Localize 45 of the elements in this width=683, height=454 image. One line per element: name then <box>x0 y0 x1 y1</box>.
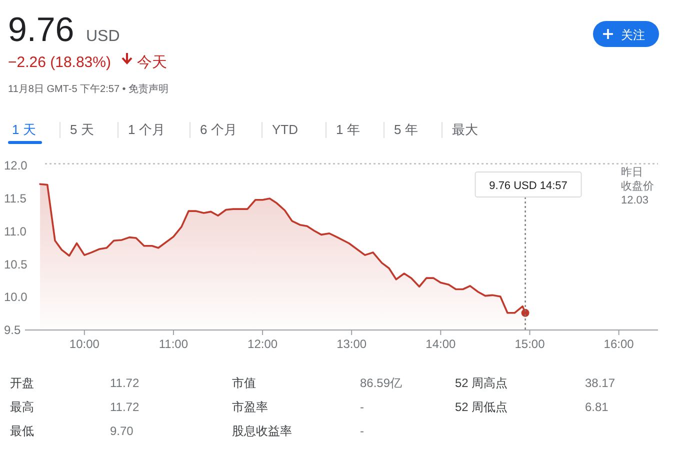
text: 开盘 <box>10 376 34 390</box>
text: 股息收益率 <box>232 424 292 438</box>
x-tick-label: 14:00 <box>426 337 456 351</box>
text: −2.26 (18.83%) <box>8 54 111 71</box>
text: 52 周高点 <box>455 376 508 390</box>
text: 今天 <box>137 54 167 71</box>
x-tick-label: 15:00 <box>514 337 546 351</box>
y-tick-label: 10.0 <box>4 290 28 304</box>
text: 关注 <box>621 28 645 42</box>
y-tick-label: 9.5 <box>4 323 22 337</box>
text: 86.59亿 <box>360 376 402 390</box>
annotation: 9.76 USD 14:57 <box>489 180 568 192</box>
text: 6.81 <box>585 400 609 414</box>
x-tick-label: 10:00 <box>69 337 100 351</box>
text: 1 天 <box>12 122 36 137</box>
text: 11.72 <box>110 376 140 390</box>
text: 最低 <box>10 424 34 438</box>
x-tick-label: 11:00 <box>158 337 188 351</box>
x-tick-label: 16:00 <box>604 337 634 351</box>
text: 1 年 <box>336 122 360 137</box>
text: 最高 <box>10 400 34 414</box>
text: 52 周低点 <box>455 400 508 414</box>
text: 6 个月 <box>200 122 237 137</box>
y-tick-label: 11.0 <box>4 224 27 238</box>
text: USD <box>86 28 120 45</box>
text: 最大 <box>452 122 478 137</box>
text: 5 天 <box>70 122 94 137</box>
text: - <box>360 400 364 414</box>
text: 9.70 <box>110 424 134 438</box>
y-tick-label: 10.5 <box>4 257 28 272</box>
text: - <box>360 424 364 438</box>
text: 11月8日 GMT-5 下午2:57 • 免责声明 <box>8 83 169 95</box>
y-tick-label: 12.0 <box>4 158 28 173</box>
text: 市盈率 <box>232 400 268 414</box>
ref-line-label: 昨日收盘价 12.03 <box>621 166 654 207</box>
text: 5 年 <box>394 122 418 137</box>
x-tick-label: 13:00 <box>336 337 367 351</box>
text: 市值 <box>232 376 256 390</box>
text: 9.76 <box>8 11 74 49</box>
text: YTD <box>272 122 298 137</box>
text: 38.17 <box>585 376 616 390</box>
text: 11.72 <box>110 400 140 414</box>
y-tick-label: 11.5 <box>4 192 27 206</box>
x-tick-label: 12:00 <box>248 337 278 351</box>
text: 1 个月 <box>128 122 165 137</box>
